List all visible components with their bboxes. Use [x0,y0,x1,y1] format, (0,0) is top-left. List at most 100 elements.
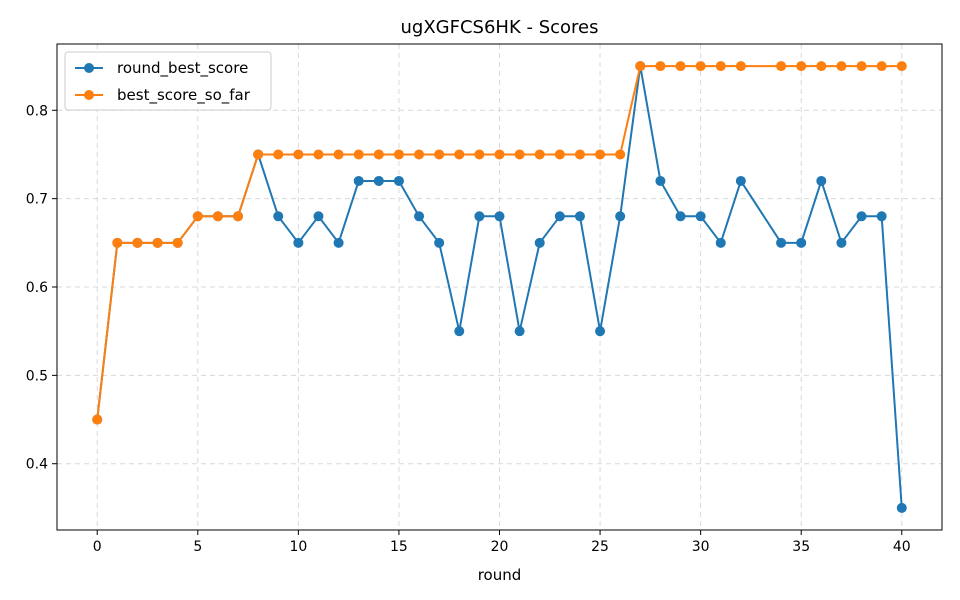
legend-item: round_best_score [75,59,248,78]
data-point [353,149,364,160]
data-point [796,61,807,72]
data-point [333,149,344,160]
x-axis-label: round [478,566,522,584]
data-point [574,211,585,222]
data-point [414,211,425,222]
data-point [313,211,324,222]
data-point [253,149,264,160]
data-point [655,61,666,72]
data-point [534,237,545,248]
data-point [735,61,746,72]
data-point [695,211,706,222]
x-tick-label: 35 [792,539,810,555]
legend-box [64,51,272,111]
x-tick-label: 20 [491,539,509,555]
series-layer [92,61,907,513]
x-tick-label: 25 [591,539,609,555]
axes: 0 5 10 15 20 25 30 35 40 0.4 0.5 0.6 0.7 0.8 [26,43,943,555]
x-tick-label: 40 [893,539,911,555]
data-point [514,149,525,160]
data-point [313,149,324,160]
data-point [353,175,364,186]
y-tick-label: 0.6 [26,280,48,296]
x-tick-label: 5 [193,539,202,555]
x-tick-label: 0 [93,539,102,555]
data-point [856,211,867,222]
data-point [112,237,123,248]
data-point [715,61,726,72]
data-point [554,211,565,222]
chart-title: ugXGFCS6HK - Scores [401,17,599,38]
data-point [595,149,606,160]
data-point [233,211,244,222]
data-point [373,149,384,160]
data-point [675,211,686,222]
data-point [293,149,304,160]
data-point [675,61,686,72]
data-point [836,61,847,72]
data-point [715,237,726,248]
data-point [595,326,606,337]
y-tick-label: 0.4 [26,457,48,473]
data-point [836,237,847,248]
series-best-score-so-far [92,61,907,425]
legend-label: best_score_so_far [117,86,251,105]
data-point [615,149,626,160]
data-point [333,237,344,248]
data-point [373,175,384,186]
data-point [434,237,445,248]
data-point [454,149,465,160]
data-point [655,175,666,186]
data-point [816,61,827,72]
data-point [212,211,223,222]
data-point [816,175,827,186]
data-point [896,61,907,72]
data-point [494,149,505,160]
legend-label: round_best_score [117,59,248,78]
data-point [132,237,143,248]
grid [57,44,942,530]
data-point [152,237,163,248]
data-point [393,149,404,160]
data-point [454,326,465,337]
data-point [293,237,304,248]
legend: round_best_score best_score_so_far [64,51,272,111]
data-point [514,326,525,337]
data-point [635,61,646,72]
x-tick-label: 15 [390,539,408,555]
data-point [474,211,485,222]
data-point [192,211,203,222]
y-tick-label: 0.5 [26,368,48,384]
data-point [434,149,445,160]
data-point [796,237,807,248]
y-tick-label: 0.8 [26,103,48,119]
data-point [856,61,867,72]
legend-item: best_score_so_far [75,86,251,105]
data-point [776,61,787,72]
data-point [273,211,284,222]
legend-marker [84,90,94,100]
data-point [615,211,626,222]
data-point [574,149,585,160]
y-tick-label: 0.7 [26,192,48,208]
data-point [554,149,565,160]
data-point [534,149,545,160]
data-point [172,237,183,248]
series-line [96,65,902,420]
data-point [735,175,746,186]
data-point [896,502,907,513]
data-point [776,237,787,248]
data-point [876,211,887,222]
data-point [494,211,505,222]
data-point [92,414,103,425]
data-point [695,61,706,72]
data-point [273,149,284,160]
legend-marker [84,63,94,73]
data-point [393,175,404,186]
x-tick-label: 10 [289,539,307,555]
x-tick-label: 30 [692,539,710,555]
data-point [474,149,485,160]
data-point [414,149,425,160]
